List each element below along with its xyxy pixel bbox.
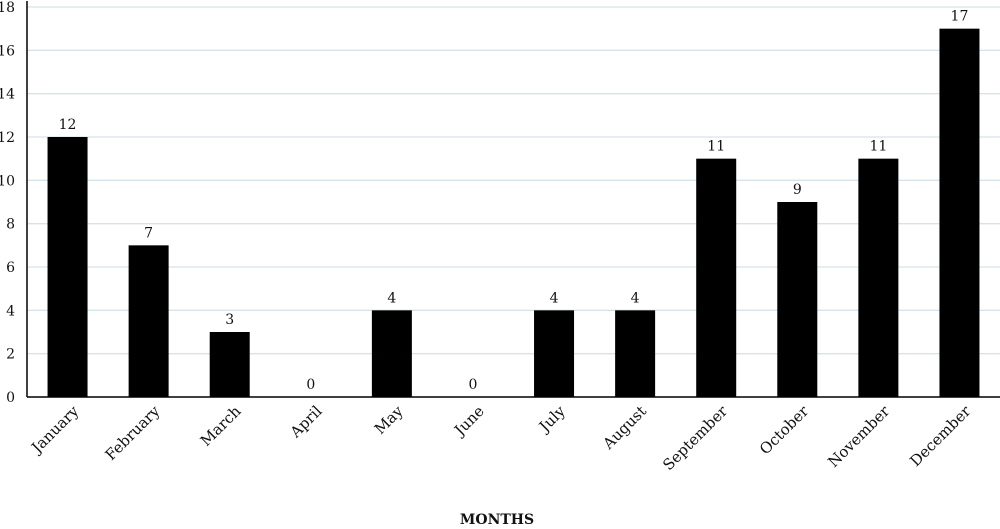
y-tick-label: 8 (6, 217, 15, 233)
x-tick-label-november: November (824, 402, 893, 471)
x-axis-title: MONTHS (460, 512, 534, 528)
y-tick-label: 12 (0, 130, 15, 146)
bar-march (209, 332, 250, 397)
bar-july (534, 310, 575, 397)
data-label-november: 11 (869, 139, 887, 155)
x-tick-label-february: February (102, 402, 164, 464)
y-tick-label: 18 (0, 0, 15, 16)
data-label-october: 9 (793, 182, 802, 198)
bars (47, 28, 980, 398)
y-tick-label: 16 (0, 43, 15, 59)
x-tick-label-august: August (599, 402, 650, 453)
data-label-december: 17 (951, 9, 969, 25)
x-tick-label-april: April (286, 402, 326, 442)
data-label-may: 4 (387, 290, 396, 306)
bar-february (128, 245, 169, 397)
axes (26, 1, 1000, 398)
data-label-september: 11 (707, 139, 725, 155)
data-label-april: 0 (306, 377, 315, 393)
x-tick-label-december: December (906, 402, 975, 471)
y-tick-label: 6 (6, 260, 15, 276)
x-tick-label-july: July (534, 402, 569, 437)
gridlines (27, 6, 1000, 355)
x-tick-label-march: March (197, 402, 245, 450)
data-label-january: 12 (59, 117, 77, 133)
data-label-july: 4 (550, 290, 559, 306)
y-tick-label: 4 (6, 303, 15, 319)
x-tick-label-september: September (659, 402, 731, 474)
x-tick-label-june: June (449, 402, 487, 440)
data-labels: 12 7 3 0 4 0 4 4 11 9 11 17 (59, 9, 969, 393)
bar-august (615, 310, 656, 397)
bar-january (47, 137, 88, 397)
x-tick-label-may: May (371, 402, 407, 438)
x-tick-label-october: October (756, 402, 813, 459)
bar-october (777, 202, 818, 397)
bar-december (939, 28, 980, 398)
data-label-march: 3 (225, 312, 234, 328)
x-tick-labels: January February March April May June July Augu… (27, 402, 975, 474)
bar-september (696, 158, 737, 397)
data-label-august: 4 (631, 290, 640, 306)
y-tick-label: 10 (0, 173, 15, 189)
bar-may (371, 310, 412, 397)
bar-november (858, 158, 899, 397)
y-tick-label: 14 (0, 87, 15, 103)
data-label-june: 0 (468, 377, 477, 393)
data-label-february: 7 (144, 225, 153, 241)
x-tick-label-january: January (27, 402, 83, 458)
y-tick-label: 0 (6, 390, 15, 406)
y-tick-label: 2 (6, 347, 15, 363)
y-tick-labels: 0 2 4 6 8 10 12 14 16 18 (0, 0, 15, 406)
